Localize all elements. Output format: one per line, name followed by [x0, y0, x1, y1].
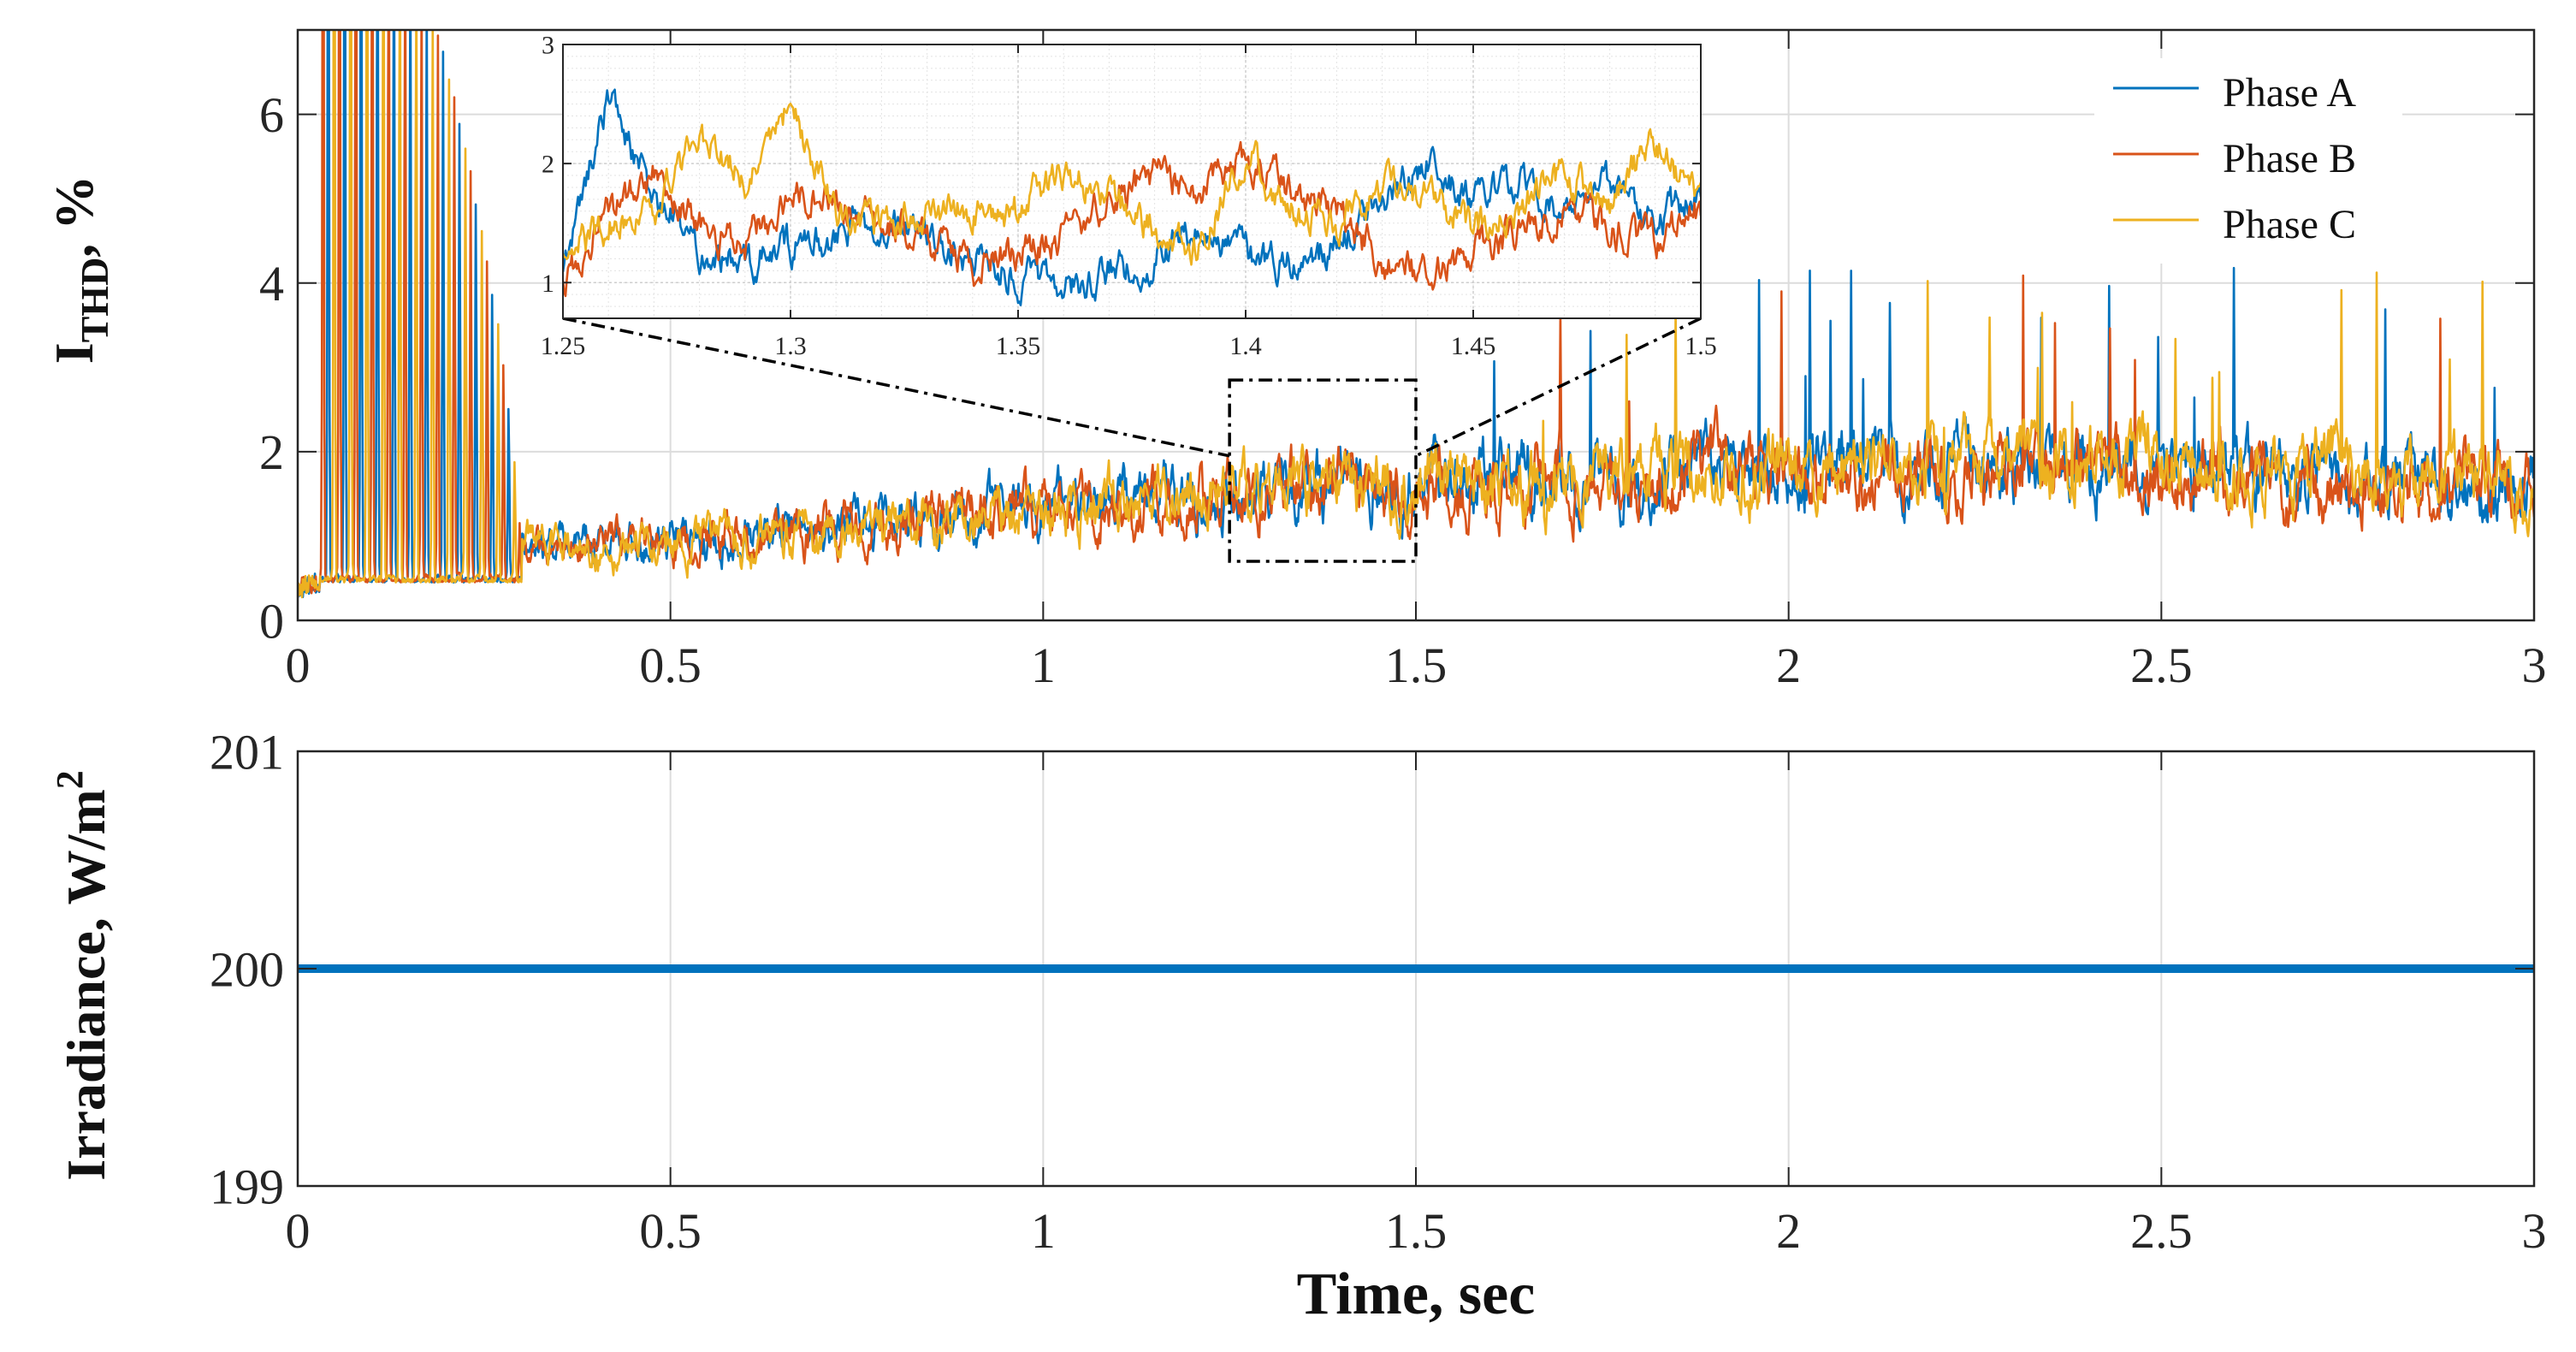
x-tick-label-0: 0 [286, 637, 311, 693]
x-tick-label-2-5: 2.5 [2130, 637, 2193, 693]
x-tick-label-3: 3 [2522, 637, 2547, 693]
irradiance-y-axis-label: Irradiance, W/m2 [49, 770, 116, 1180]
legend-label-phase-c: Phase C [2223, 202, 2356, 247]
x-tick-label-1-45: 1.45 [1451, 332, 1496, 360]
inset-series-group [563, 88, 1701, 307]
y-tick-label-2: 2 [259, 424, 284, 480]
x-axis-label: Time, sec [1297, 1261, 1536, 1327]
x-tick-label-0: 0 [286, 1203, 311, 1259]
x-tick-label-1-3: 1.3 [774, 332, 807, 360]
x-tick-label-1-5: 1.5 [1685, 332, 1717, 360]
zoom-connector-left [562, 317, 1230, 458]
thd-inset-plot: 1.25 1.3 1.35 1.4 1.45 1.5 1 2 3 [541, 32, 1717, 361]
inset-axes-box [562, 44, 1702, 319]
legend: Phase A Phase B Phase C [2094, 58, 2402, 264]
legend-label-phase-a: Phase A [2223, 70, 2356, 116]
x-tick-label-1: 1 [1031, 1203, 1056, 1259]
x-tick-label-1-5: 1.5 [1385, 1203, 1448, 1259]
y-tick-label-1: 1 [542, 270, 554, 298]
irradiance-y-ticks: 199 200 201 [210, 724, 2534, 1214]
inset-series-phase-c [563, 102, 1701, 266]
inset-x-ticks: 1.25 1.3 1.35 1.4 1.45 1.5 [541, 44, 1717, 360]
thd-y-axis-label: ITHD, % [44, 175, 116, 365]
x-tick-label-1-25: 1.25 [541, 332, 586, 360]
legend-label-phase-b: Phase B [2223, 136, 2356, 181]
inset-background [563, 44, 1701, 318]
y-tick-label-3: 3 [542, 32, 554, 60]
inset-series-phase-b [563, 140, 1701, 298]
x-tick-label-1-4: 1.4 [1229, 332, 1262, 360]
y-tick-label-199: 199 [210, 1159, 284, 1214]
x-tick-label-1: 1 [1031, 637, 1056, 693]
irradiance-x-ticks: 0 0.5 1 1.5 2 2.5 3 [286, 751, 2547, 1259]
y-tick-label-0: 0 [259, 593, 284, 649]
y-tick-label-200: 200 [210, 941, 284, 997]
x-tick-label-0-5: 0.5 [639, 637, 702, 693]
x-tick-label-1-5: 1.5 [1385, 637, 1448, 693]
y-tick-label-201: 201 [210, 724, 284, 780]
inset-y-ticks: 1 2 3 [542, 32, 1701, 298]
zoom-region-box [1228, 378, 1418, 563]
irradiance-plot: 0 0.5 1 1.5 2 2.5 3 199 200 201 Irradiance, W/m2… [49, 724, 2547, 1327]
thd-x-ticks: 0 0.5 1 1.5 2 2.5 3 [286, 30, 2547, 693]
x-tick-label-1-35: 1.35 [996, 332, 1041, 360]
zoom-connector-right [1415, 317, 1702, 458]
thd-y-ticks: 0 2 4 6 [259, 87, 2534, 649]
x-tick-label-2: 2 [1776, 1203, 1801, 1259]
legend-background [2094, 58, 2402, 264]
y-tick-label-2: 2 [542, 151, 554, 179]
x-tick-label-2: 2 [1776, 637, 1801, 693]
y-tick-label-6: 6 [259, 87, 284, 143]
x-tick-label-2-5: 2.5 [2130, 1203, 2193, 1259]
x-tick-label-0-5: 0.5 [639, 1203, 702, 1259]
inset-series-phase-a [563, 88, 1701, 307]
y-tick-label-4: 4 [259, 256, 284, 311]
x-tick-label-3: 3 [2522, 1203, 2547, 1259]
